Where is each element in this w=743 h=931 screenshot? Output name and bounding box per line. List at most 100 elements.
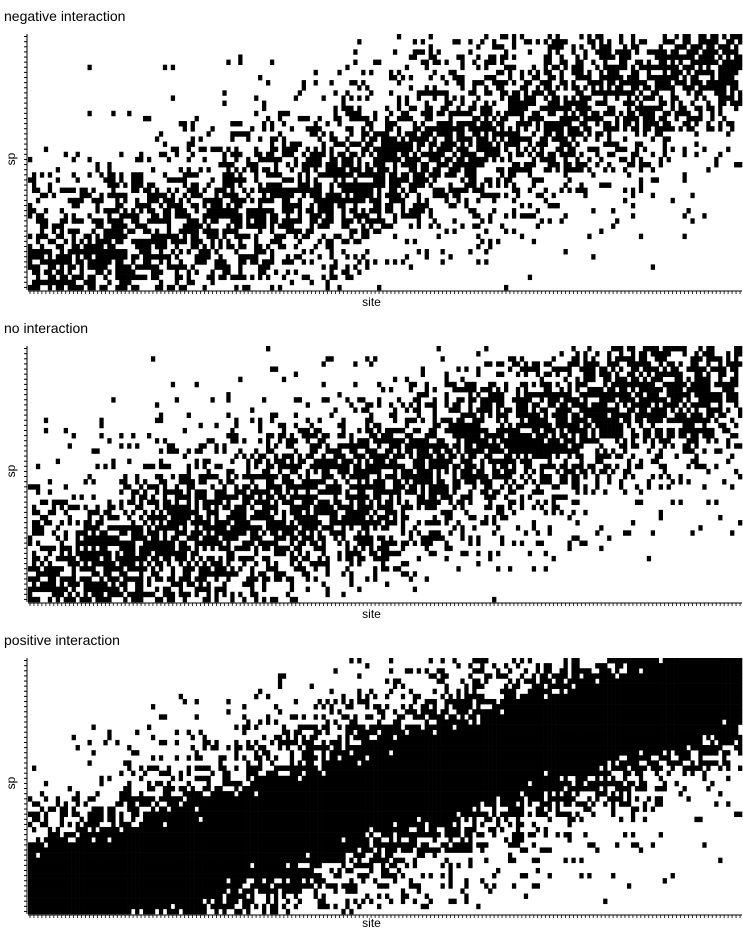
presence-cell	[702, 95, 707, 101]
presence-cell	[329, 80, 334, 86]
presence-cell	[206, 249, 211, 255]
presence-cell	[222, 269, 227, 275]
presence-cell	[174, 264, 180, 270]
presence-cell	[440, 535, 445, 541]
presence-cell	[214, 540, 219, 546]
presence-cell	[281, 525, 287, 531]
presence-cell	[289, 146, 295, 153]
presence-cell	[444, 90, 449, 96]
presence-cell	[361, 80, 366, 86]
presence-cell	[515, 151, 521, 158]
presence-cell	[35, 213, 41, 219]
presence-cell	[619, 479, 624, 485]
presence-cell	[59, 545, 64, 552]
presence-cell	[194, 545, 199, 552]
presence-cell	[194, 172, 199, 178]
presence-cell	[377, 494, 382, 500]
presence-cell	[242, 484, 247, 490]
presence-cell	[301, 458, 306, 465]
presence-cell	[345, 269, 350, 275]
presence-cell	[51, 504, 57, 511]
presence-cell	[400, 202, 406, 209]
presence-cell	[103, 581, 108, 587]
presence-cell	[277, 243, 283, 250]
presence-cell	[567, 545, 572, 552]
presence-cell	[147, 463, 152, 470]
presence-cell	[222, 489, 227, 495]
presence-cell	[543, 126, 548, 132]
presence-cell	[345, 468, 350, 475]
presence-cell	[345, 238, 350, 245]
presence-cell	[468, 105, 473, 112]
presence-cell	[31, 525, 37, 531]
presence-cell	[206, 571, 211, 577]
presence-cell	[238, 264, 243, 270]
presence-cell	[432, 172, 437, 178]
presence-cell	[563, 39, 568, 45]
presence-cell	[83, 591, 88, 598]
presence-cell	[325, 484, 330, 490]
presence-cell	[166, 499, 172, 506]
presence-cell	[103, 284, 108, 291]
presence-cell	[674, 115, 679, 122]
presence-cell	[301, 115, 306, 122]
presence-cell	[444, 80, 449, 86]
presence-cell	[571, 131, 576, 137]
presence-cell	[309, 463, 314, 470]
presence-cell	[440, 249, 445, 255]
presence-cell	[531, 238, 537, 245]
presence-cell	[400, 141, 406, 147]
presence-cell	[329, 264, 334, 270]
presence-cell	[587, 131, 592, 137]
presence-cell	[353, 474, 358, 480]
presence-cell	[452, 172, 457, 178]
presence-cell	[186, 172, 191, 178]
presence-cell	[353, 202, 358, 209]
presence-cell	[174, 525, 180, 531]
presence-cell	[178, 586, 183, 593]
presence-cell	[722, 90, 727, 96]
presence-cell	[662, 146, 667, 153]
presence-cell	[555, 64, 560, 71]
presence-cell	[194, 561, 199, 567]
presence-cell	[333, 172, 338, 178]
presence-cell	[464, 197, 469, 204]
presence-cell	[71, 596, 76, 603]
presence-cell	[28, 586, 33, 593]
presence-cell	[432, 192, 437, 199]
presence-cell	[35, 218, 41, 224]
presence-cell	[388, 182, 394, 188]
presence-cell	[488, 121, 493, 127]
presence-cell	[440, 146, 445, 153]
presence-cell	[75, 249, 80, 255]
presence-cell	[313, 545, 318, 552]
presence-cell	[456, 463, 461, 470]
presence-cell	[416, 90, 421, 96]
presence-cell	[738, 100, 743, 106]
presence-cell	[202, 561, 207, 567]
presence-cell	[293, 525, 299, 531]
presence-cell	[35, 530, 41, 536]
presence-cell	[95, 561, 100, 567]
presence-cell	[154, 596, 160, 603]
presence-cell	[262, 545, 267, 552]
presence-cell	[440, 74, 445, 81]
presence-cell	[361, 213, 366, 219]
presence-cell	[369, 121, 374, 127]
presence-cell	[416, 474, 421, 480]
presence-cell	[595, 146, 600, 153]
presence-cell	[115, 208, 120, 214]
presence-cell	[662, 141, 667, 147]
presence-cell	[523, 100, 529, 106]
presence-cell	[107, 279, 112, 286]
presence-cell	[634, 85, 640, 91]
presence-cell	[690, 100, 695, 106]
presence-cell	[214, 514, 219, 521]
presence-cell	[55, 279, 61, 286]
presence-cell	[452, 95, 457, 101]
presence-cell	[634, 146, 640, 153]
presence-cell	[317, 504, 322, 511]
presence-cell	[285, 208, 291, 214]
presence-cell	[412, 162, 418, 168]
presence-cell	[47, 254, 53, 260]
